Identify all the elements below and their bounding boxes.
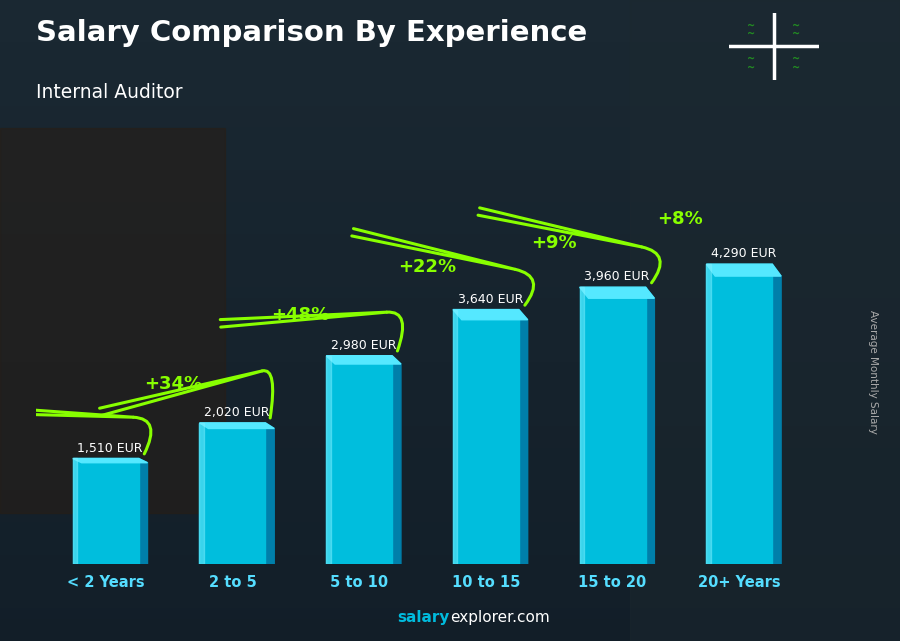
Bar [453, 310, 518, 564]
Bar [200, 423, 204, 564]
Polygon shape [200, 423, 274, 428]
Text: salary: salary [398, 610, 450, 625]
Bar [73, 458, 77, 564]
Bar [580, 287, 584, 564]
Bar [706, 264, 711, 564]
Bar [580, 287, 645, 564]
Text: ~
~: ~ ~ [792, 54, 801, 72]
Text: 2,020 EUR: 2,020 EUR [204, 406, 270, 419]
Bar [453, 310, 457, 564]
Polygon shape [73, 458, 148, 463]
Text: +22%: +22% [398, 258, 456, 276]
FancyArrowPatch shape [220, 312, 402, 351]
Text: 4,290 EUR: 4,290 EUR [711, 247, 777, 260]
Text: ~
~: ~ ~ [792, 21, 801, 39]
Polygon shape [772, 264, 781, 564]
Text: Internal Auditor: Internal Auditor [36, 83, 183, 103]
Text: +34%: +34% [144, 375, 202, 393]
Polygon shape [706, 264, 781, 276]
Bar [73, 458, 139, 564]
Text: Salary Comparison By Experience: Salary Comparison By Experience [36, 19, 587, 47]
Text: 3,640 EUR: 3,640 EUR [457, 293, 523, 306]
Polygon shape [326, 356, 401, 364]
Polygon shape [453, 310, 527, 320]
Polygon shape [139, 458, 148, 564]
Polygon shape [392, 356, 401, 564]
Bar [326, 356, 392, 564]
Polygon shape [266, 423, 274, 564]
Text: ~
~: ~ ~ [747, 21, 756, 39]
Polygon shape [580, 287, 654, 298]
Bar [706, 264, 772, 564]
Text: +8%: +8% [658, 210, 703, 228]
Text: Average Monthly Salary: Average Monthly Salary [868, 310, 878, 434]
FancyArrowPatch shape [478, 208, 661, 283]
Bar [200, 423, 266, 564]
FancyArrowPatch shape [0, 405, 151, 454]
Text: 1,510 EUR: 1,510 EUR [77, 442, 143, 454]
Polygon shape [518, 310, 527, 564]
Polygon shape [645, 287, 654, 564]
Text: 3,960 EUR: 3,960 EUR [584, 271, 650, 283]
Text: +48%: +48% [271, 306, 329, 324]
Bar [326, 356, 330, 564]
Text: ~
~: ~ ~ [747, 54, 756, 72]
FancyArrowPatch shape [352, 229, 534, 305]
FancyArrowPatch shape [100, 370, 273, 418]
Text: explorer.com: explorer.com [450, 610, 550, 625]
Text: +9%: +9% [531, 235, 577, 253]
Text: 2,980 EUR: 2,980 EUR [331, 339, 396, 352]
